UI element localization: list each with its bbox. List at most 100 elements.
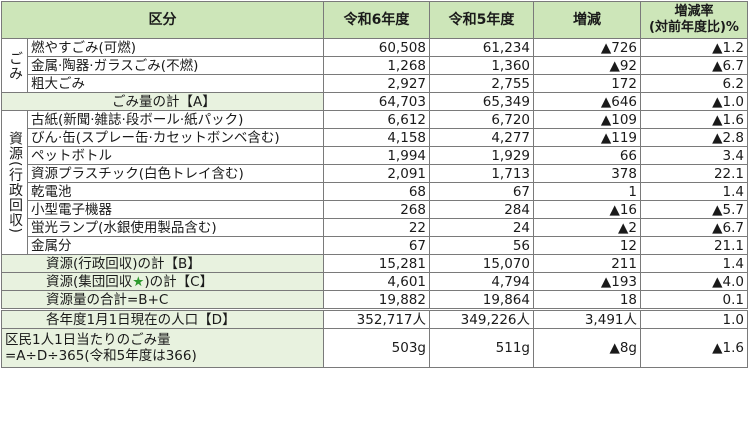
cell-diff: 172 bbox=[533, 74, 641, 93]
cell-rate: ▲5.7 bbox=[640, 200, 748, 219]
table-row: 乾電池 68 67 1 1.4 bbox=[2, 182, 748, 201]
table-row: 粗大ごみ 2,927 2,755 172 6.2 bbox=[2, 74, 748, 93]
cell-rate: ▲6.7 bbox=[640, 218, 748, 237]
table-row: びん·缶(スプレー缶·カセットボンベ含む) 4,158 4,277 ▲119 ▲… bbox=[2, 128, 748, 147]
row-label: 乾電池 bbox=[27, 182, 324, 201]
table-row-subtotal: 資源量の合計=B+C 19,882 19,864 18 0.1 bbox=[1, 290, 748, 310]
group-label-gomi-text: ごみ bbox=[7, 50, 23, 81]
header-row: 区分 令和6年度 令和5年度 増減 増減率 (対前年度比)% bbox=[1, 1, 748, 39]
cell-r6: 68 bbox=[323, 182, 430, 201]
cell-rate: 3.4 bbox=[640, 146, 748, 165]
table-row-subtotal: 資源(行政回収)の計【B】 15,281 15,070 211 1.4 bbox=[1, 254, 748, 273]
cell-r5: 349,226人 bbox=[429, 308, 534, 329]
cell-rate: ▲6.7 bbox=[640, 56, 748, 75]
cell-diff: ▲109 bbox=[533, 110, 641, 129]
cell-r6: 268 bbox=[323, 200, 430, 219]
cell-r5: 61,234 bbox=[429, 38, 534, 57]
cell-r5: 65,349 bbox=[429, 92, 534, 111]
cell-r5: 284 bbox=[429, 200, 534, 219]
cell-diff: 12 bbox=[533, 236, 641, 255]
row-label: 古紙(新聞·雑誌·段ボール·紙パック) bbox=[27, 110, 324, 129]
cell-rate: ▲1.6 bbox=[640, 110, 748, 129]
cell-diff: ▲119 bbox=[533, 128, 641, 147]
cell-r5: 19,864 bbox=[429, 290, 534, 310]
cell-rate: 22.1 bbox=[640, 164, 748, 183]
table-row: 資源(行政回収) 古紙(新聞·雑誌·段ボール·紙パック) 6,612 6,720… bbox=[1, 110, 748, 255]
table-row: 資源プラスチック(白色トレイ含む) 2,091 1,713 378 22.1 bbox=[2, 164, 748, 183]
header-r6: 令和6年度 bbox=[323, 1, 430, 39]
cell-r5: 1,713 bbox=[429, 164, 534, 183]
cell-diff: ▲193 bbox=[533, 272, 641, 291]
header-rate: 増減率 (対前年度比)% bbox=[640, 1, 748, 39]
table-row: ごみ 燃やすごみ(可燃) 60,508 61,234 ▲726 ▲1.2 bbox=[1, 38, 748, 93]
row-label: 蛍光ランプ(水銀使用製品含む) bbox=[27, 218, 324, 237]
cell-diff: ▲646 bbox=[533, 92, 641, 111]
cell-r6: 64,703 bbox=[323, 92, 430, 111]
cell-rate: 6.2 bbox=[640, 74, 748, 93]
cell-r6: 1,268 bbox=[323, 56, 430, 75]
cell-r5: 6,720 bbox=[429, 110, 534, 129]
row-label-line2: =A÷D÷365(令和5年度は366) bbox=[5, 348, 197, 364]
row-label-line1: 区民1人1日当たりのごみ量 bbox=[5, 332, 171, 348]
cell-r6: 15,281 bbox=[323, 254, 430, 273]
header-diff: 増減 bbox=[533, 1, 641, 39]
row-label: ごみ量の計【A】 bbox=[1, 92, 324, 111]
row-label: 各年度1月1日現在の人口【D】 bbox=[1, 308, 324, 329]
cell-r5: 15,070 bbox=[429, 254, 534, 273]
row-label: 小型電子機器 bbox=[27, 200, 324, 219]
cell-diff: ▲726 bbox=[533, 38, 641, 57]
group-label-shigen: 資源(行政回収) bbox=[1, 110, 28, 255]
cell-r6: 60,508 bbox=[323, 38, 430, 57]
cell-diff: ▲2 bbox=[533, 218, 641, 237]
row-label-group-collection: 資源(集団回収★)の計【C】 bbox=[1, 272, 324, 291]
row-label: 資源プラスチック(白色トレイ含む) bbox=[27, 164, 324, 183]
cell-r5: 67 bbox=[429, 182, 534, 201]
row-label: 金属分 bbox=[27, 236, 324, 255]
cell-r6: 1,994 bbox=[323, 146, 430, 165]
cell-rate: ▲2.8 bbox=[640, 128, 748, 147]
cell-r5: 2,755 bbox=[429, 74, 534, 93]
table-row: 蛍光ランプ(水銀使用製品含む) 22 24 ▲2 ▲6.7 bbox=[2, 218, 748, 237]
cell-rate: 1.4 bbox=[640, 254, 748, 273]
table-row: ペットボトル 1,994 1,929 66 3.4 bbox=[2, 146, 748, 165]
cell-r6: 19,882 bbox=[323, 290, 430, 310]
cell-r6: 4,158 bbox=[323, 128, 430, 147]
cell-diff: ▲92 bbox=[533, 56, 641, 75]
table-row: 金属·陶器·ガラスごみ(不燃) 1,268 1,360 ▲92 ▲6.7 bbox=[2, 56, 748, 75]
row-label: 金属·陶器·ガラスごみ(不燃) bbox=[27, 56, 324, 75]
cell-r6: 22 bbox=[323, 218, 430, 237]
header-rate-line1: 増減率 bbox=[674, 4, 714, 19]
row-label: 燃やすごみ(可燃) bbox=[27, 38, 324, 57]
cell-r6: 67 bbox=[323, 236, 430, 255]
cell-rate: 1.0 bbox=[640, 308, 748, 329]
star-icon: ★ bbox=[132, 273, 145, 290]
row-label: 粗大ごみ bbox=[27, 74, 324, 93]
cell-r5: 511g bbox=[429, 328, 534, 368]
header-rate-line2: (対前年度比)% bbox=[649, 20, 739, 35]
cell-rate: 1.4 bbox=[640, 182, 748, 201]
cell-r5: 56 bbox=[429, 236, 534, 255]
cell-r5: 1,360 bbox=[429, 56, 534, 75]
table-row: 小型電子機器 268 284 ▲16 ▲5.7 bbox=[2, 200, 748, 219]
cell-r6: 352,717人 bbox=[323, 308, 430, 329]
cell-diff: ▲16 bbox=[533, 200, 641, 219]
cell-rate: ▲1.6 bbox=[640, 328, 748, 368]
row-label: 資源(行政回収)の計【B】 bbox=[1, 254, 324, 273]
table-row-subtotal: ごみ量の計【A】 64,703 65,349 ▲646 ▲1.0 bbox=[1, 92, 748, 111]
table-row-per-capita: 区民1人1日当たりのごみ量 =A÷D÷365(令和5年度は366) 503g 5… bbox=[1, 328, 748, 368]
cell-diff: 18 bbox=[533, 290, 641, 310]
cell-r5: 24 bbox=[429, 218, 534, 237]
row-label-part-a: 資源(集団回収 bbox=[46, 273, 133, 290]
cell-rate: ▲4.0 bbox=[640, 272, 748, 291]
row-label: びん·缶(スプレー缶·カセットボンベ含む) bbox=[27, 128, 324, 147]
group-label-shigen-text: 資源(行政回収) bbox=[7, 131, 23, 234]
row-label: ペットボトル bbox=[27, 146, 324, 165]
row-label: 資源量の合計=B+C bbox=[1, 290, 324, 310]
cell-rate: ▲1.2 bbox=[640, 38, 748, 57]
group-label-gomi: ごみ bbox=[1, 38, 28, 93]
table-row: 金属分 67 56 12 21.1 bbox=[2, 236, 748, 255]
cell-diff: 1 bbox=[533, 182, 641, 201]
cell-r5: 1,929 bbox=[429, 146, 534, 165]
cell-diff: 378 bbox=[533, 164, 641, 183]
cell-diff: ▲8g bbox=[533, 328, 641, 368]
